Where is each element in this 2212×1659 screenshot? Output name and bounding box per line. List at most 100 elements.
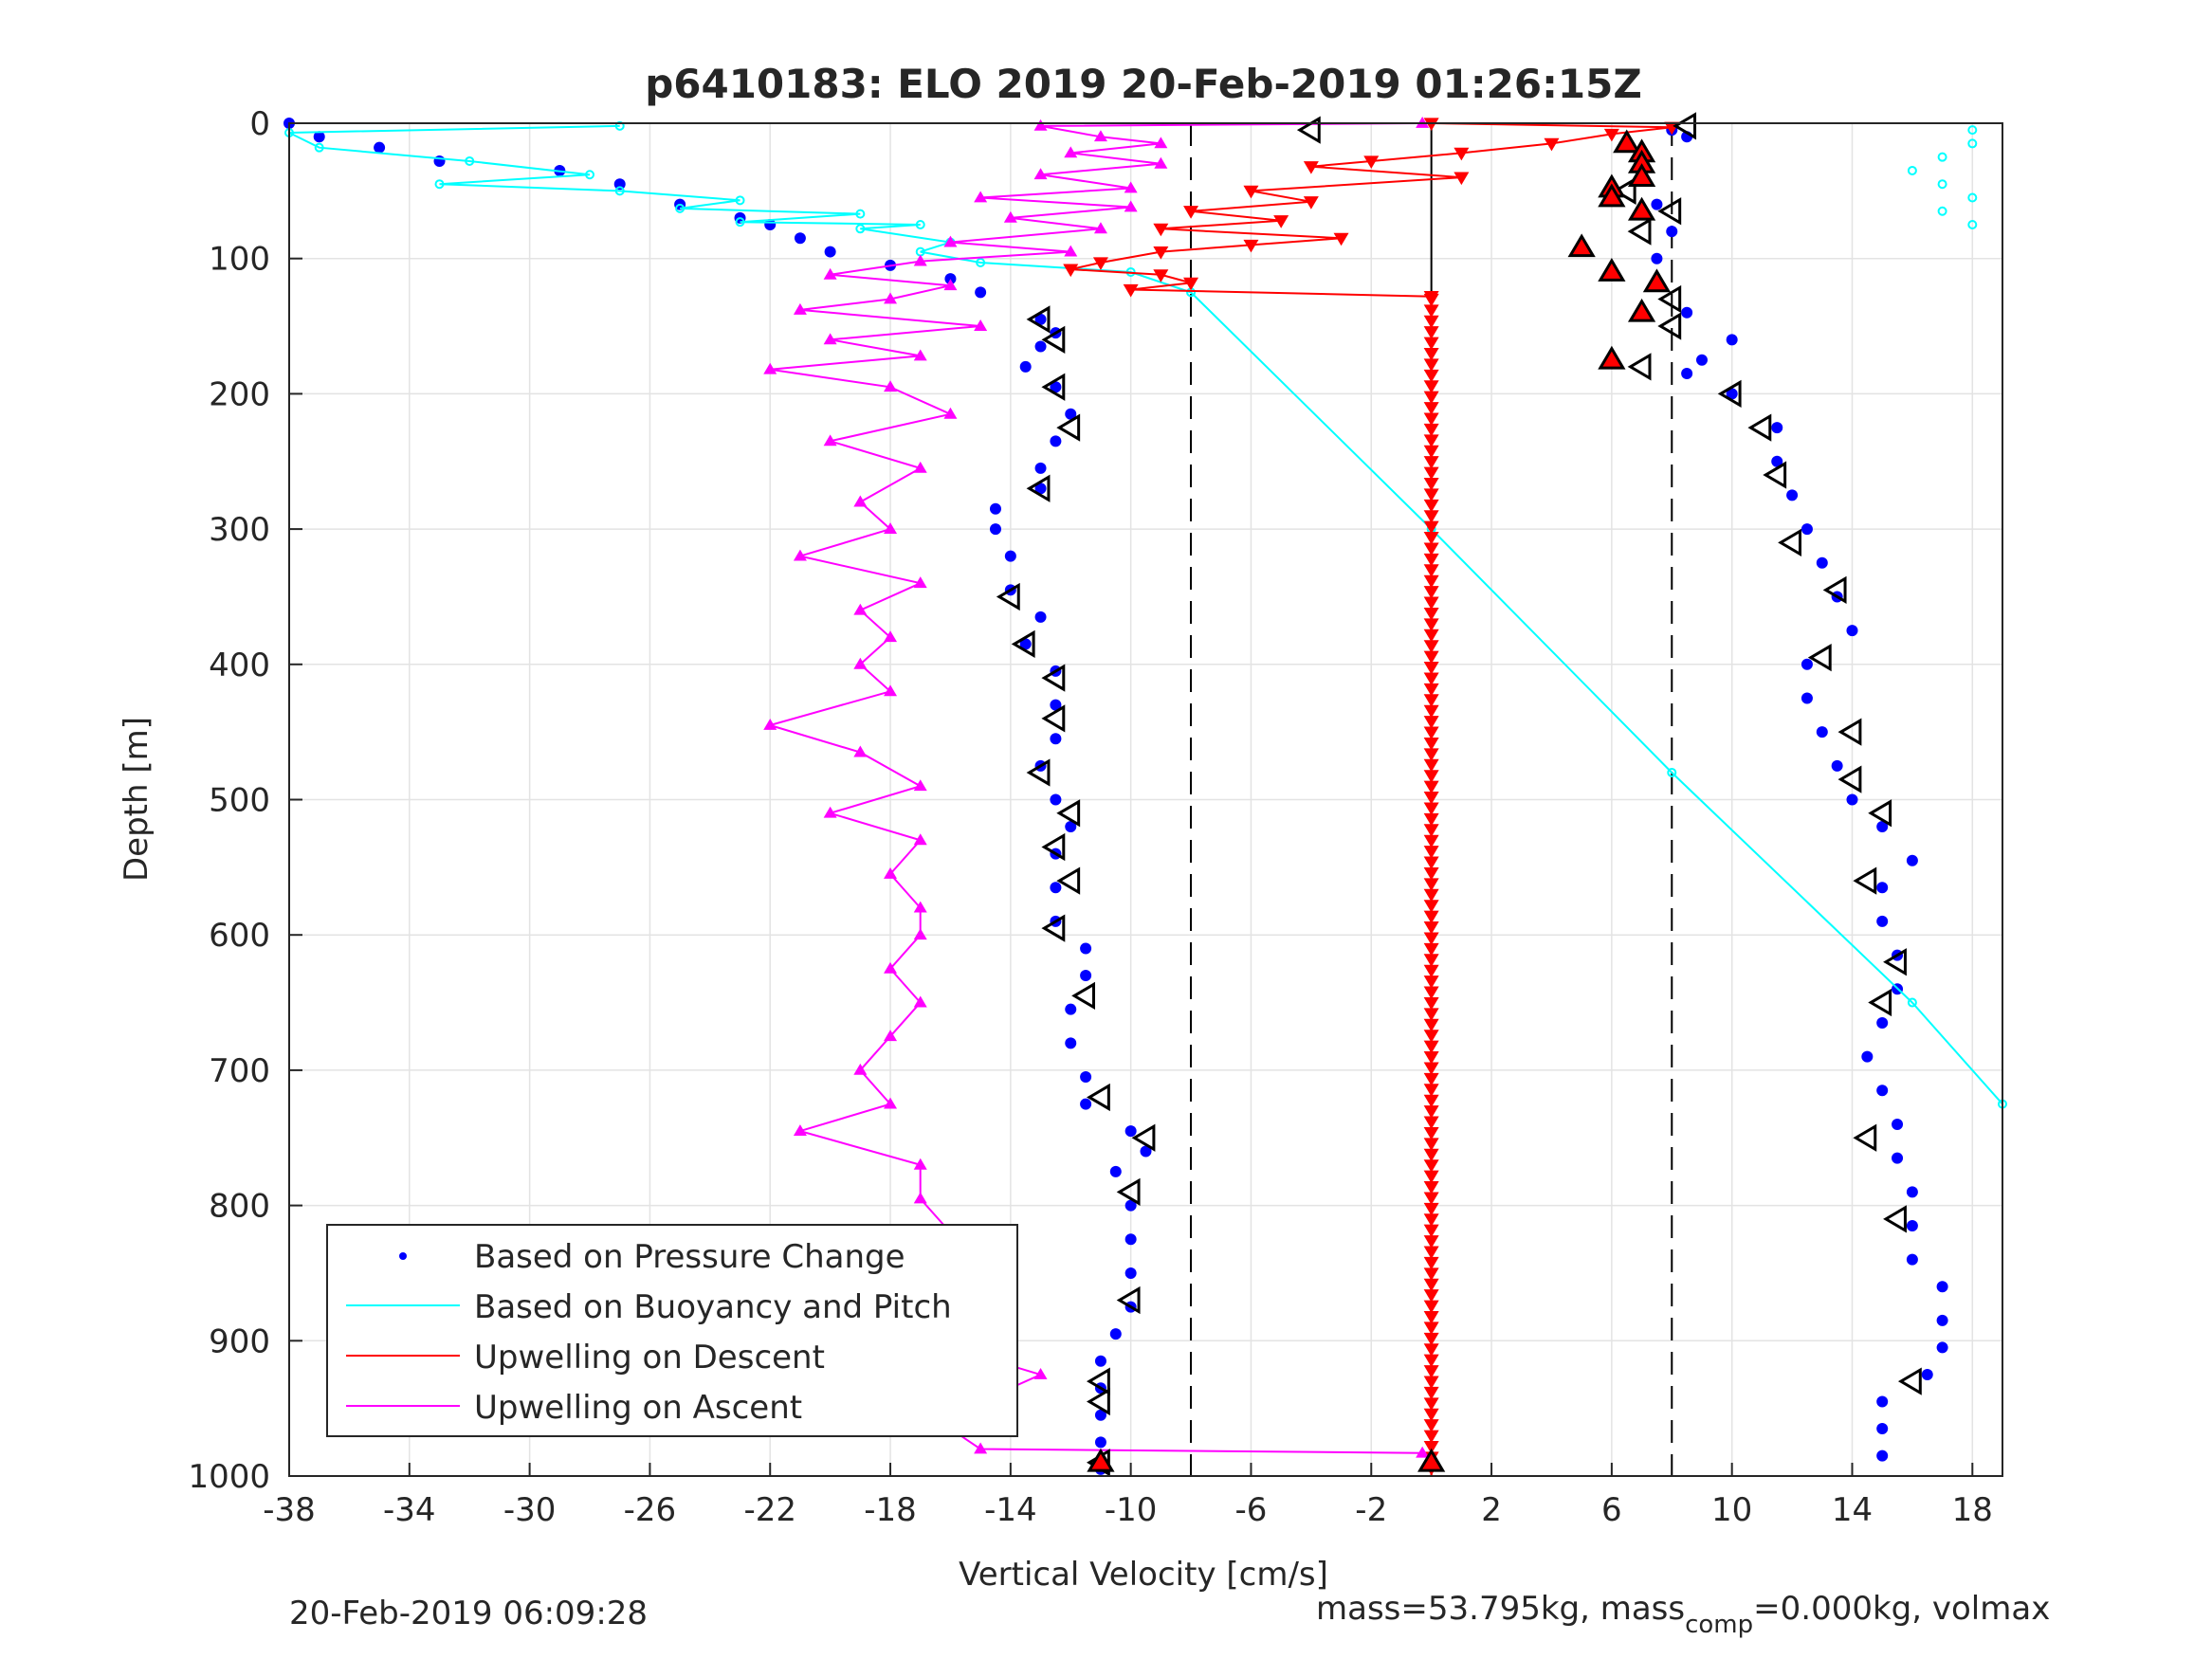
upwelling-descent-point bbox=[1423, 1084, 1439, 1097]
upwelling-descent-point bbox=[1423, 856, 1439, 870]
x-tick-label: -38 bbox=[263, 1491, 316, 1529]
pressure-change-point bbox=[1892, 1118, 1904, 1130]
open-triangle-marker bbox=[1883, 1205, 1907, 1233]
upwelling-ascent-point bbox=[943, 407, 958, 419]
buoyancy-pitch-point bbox=[735, 217, 745, 228]
pressure-change-point bbox=[944, 273, 957, 285]
open-triangle-marker bbox=[1041, 325, 1066, 354]
pressure-change-point bbox=[1936, 1281, 1948, 1293]
upwelling-ascent-point bbox=[884, 522, 898, 534]
buoyancy-pitch-point bbox=[976, 257, 986, 267]
buoyancy-pitch-point bbox=[1937, 152, 1947, 162]
pressure-change-point bbox=[433, 155, 446, 167]
upwelling-ascent-point bbox=[913, 461, 927, 473]
upwelling-ascent-point bbox=[1124, 181, 1138, 193]
pressure-change-point bbox=[1080, 942, 1092, 955]
upwelling-descent-point bbox=[1423, 1343, 1439, 1357]
upwelling-ascent-point bbox=[823, 434, 837, 447]
footer-mass-suffix: =0.000kg, volmax bbox=[1753, 1590, 2050, 1628]
upwelling-descent-point bbox=[1273, 215, 1289, 228]
upwelling-descent-point bbox=[1423, 499, 1439, 513]
open-triangle-marker bbox=[1763, 461, 1787, 489]
pressure-change-point bbox=[975, 286, 987, 299]
upwelling-descent-point bbox=[1423, 694, 1439, 707]
pressure-change-point bbox=[374, 141, 386, 154]
upwelling-descent-point bbox=[1423, 758, 1439, 773]
upwelling-descent-point bbox=[1423, 921, 1439, 935]
upwelling-ascent-point bbox=[913, 901, 927, 913]
pressure-change-point bbox=[794, 232, 806, 245]
upwelling-descent-point bbox=[1423, 488, 1439, 501]
open-triangle-marker bbox=[1657, 312, 1682, 340]
buoyancy-pitch-point bbox=[1967, 192, 1978, 203]
open-triangle-marker bbox=[1673, 112, 1697, 140]
open-triangle-marker bbox=[1747, 413, 1772, 442]
upwelling-descent-point bbox=[1423, 402, 1439, 415]
pressure-change-point bbox=[1034, 313, 1047, 325]
upwelling-descent-point bbox=[1063, 264, 1079, 278]
pressure-change-point bbox=[1801, 658, 1813, 670]
pressure-change-point bbox=[1065, 821, 1077, 833]
pressure-change-point bbox=[1004, 550, 1016, 562]
upwelling-descent-point bbox=[1092, 257, 1108, 270]
pressure-change-point bbox=[1892, 1152, 1904, 1164]
upwelling-ascent-point bbox=[974, 1442, 988, 1454]
upwelling-descent-point bbox=[1423, 510, 1439, 523]
upwelling-descent-point bbox=[1423, 1170, 1439, 1184]
pressure-change-point bbox=[1094, 1409, 1106, 1421]
upwelling-descent-point bbox=[1423, 846, 1439, 859]
buoyancy-pitch-point bbox=[735, 195, 745, 206]
y-tick-label: 800 bbox=[209, 1188, 270, 1226]
upwelling-ascent-point bbox=[884, 866, 898, 879]
upwelling-descent-point bbox=[1423, 607, 1439, 621]
upwelling-descent-point bbox=[1423, 445, 1439, 459]
filled-red-triangle-marker bbox=[1598, 345, 1626, 370]
upwelling-descent-point bbox=[1423, 477, 1439, 491]
upwelling-ascent-point bbox=[913, 995, 927, 1008]
upwelling-descent-point bbox=[1183, 277, 1199, 291]
pressure-change-point bbox=[1906, 1220, 1918, 1232]
upwelling-descent-point bbox=[1423, 369, 1439, 383]
upwelling-ascent-point bbox=[793, 1124, 807, 1137]
upwelling-descent-point bbox=[1303, 196, 1319, 210]
upwelling-descent-point bbox=[1423, 942, 1439, 957]
upwelling-ascent-point bbox=[853, 1063, 868, 1075]
upwelling-descent-point bbox=[1453, 172, 1470, 186]
pressure-change-point bbox=[1876, 882, 1889, 894]
upwelling-descent-point bbox=[1423, 1148, 1439, 1162]
upwelling-descent-point bbox=[1423, 834, 1439, 848]
upwelling-descent-point bbox=[1423, 553, 1439, 567]
pressure-change-point bbox=[989, 523, 1001, 536]
pressure-change-point bbox=[1846, 625, 1858, 637]
open-triangle-marker bbox=[1657, 284, 1682, 314]
upwelling-descent-point bbox=[1423, 792, 1439, 805]
pressure-change-point bbox=[1906, 1186, 1918, 1198]
open-triangle-marker bbox=[1086, 1083, 1110, 1112]
upwelling-descent-point bbox=[1423, 1072, 1439, 1086]
upwelling-ascent-point bbox=[1093, 222, 1107, 234]
buoyancy-pitch-point bbox=[1667, 767, 1677, 777]
upwelling-descent-point bbox=[1423, 1441, 1439, 1454]
upwelling-descent-point bbox=[1423, 1278, 1439, 1292]
upwelling-descent-point bbox=[1423, 1051, 1439, 1065]
pressure-change-point bbox=[1876, 915, 1889, 927]
filled-red-triangle-marker bbox=[1087, 1448, 1115, 1472]
buoyancy-pitch-point bbox=[1967, 138, 1978, 149]
buoyancy-pitch-point bbox=[614, 186, 625, 196]
pressure-change-point bbox=[1050, 733, 1062, 745]
x-tick-label: 2 bbox=[1481, 1491, 1502, 1529]
pressure-change-point bbox=[1801, 692, 1813, 704]
upwelling-descent-point bbox=[1423, 1126, 1439, 1140]
pressure-change-point bbox=[1050, 435, 1062, 447]
pressure-change-point bbox=[1861, 1050, 1874, 1063]
x-tick-label: -26 bbox=[624, 1491, 677, 1529]
upwelling-descent-point bbox=[1423, 618, 1439, 631]
pressure-change-point bbox=[1124, 1233, 1137, 1246]
buoyancy-pitch-point bbox=[585, 170, 595, 180]
y-tick-label: 300 bbox=[209, 511, 270, 549]
open-triangle-marker bbox=[1627, 353, 1652, 381]
x-tick-label: 18 bbox=[1952, 1491, 1993, 1529]
upwelling-descent-point bbox=[1423, 1138, 1439, 1151]
filled-red-triangle-marker bbox=[1627, 298, 1656, 322]
